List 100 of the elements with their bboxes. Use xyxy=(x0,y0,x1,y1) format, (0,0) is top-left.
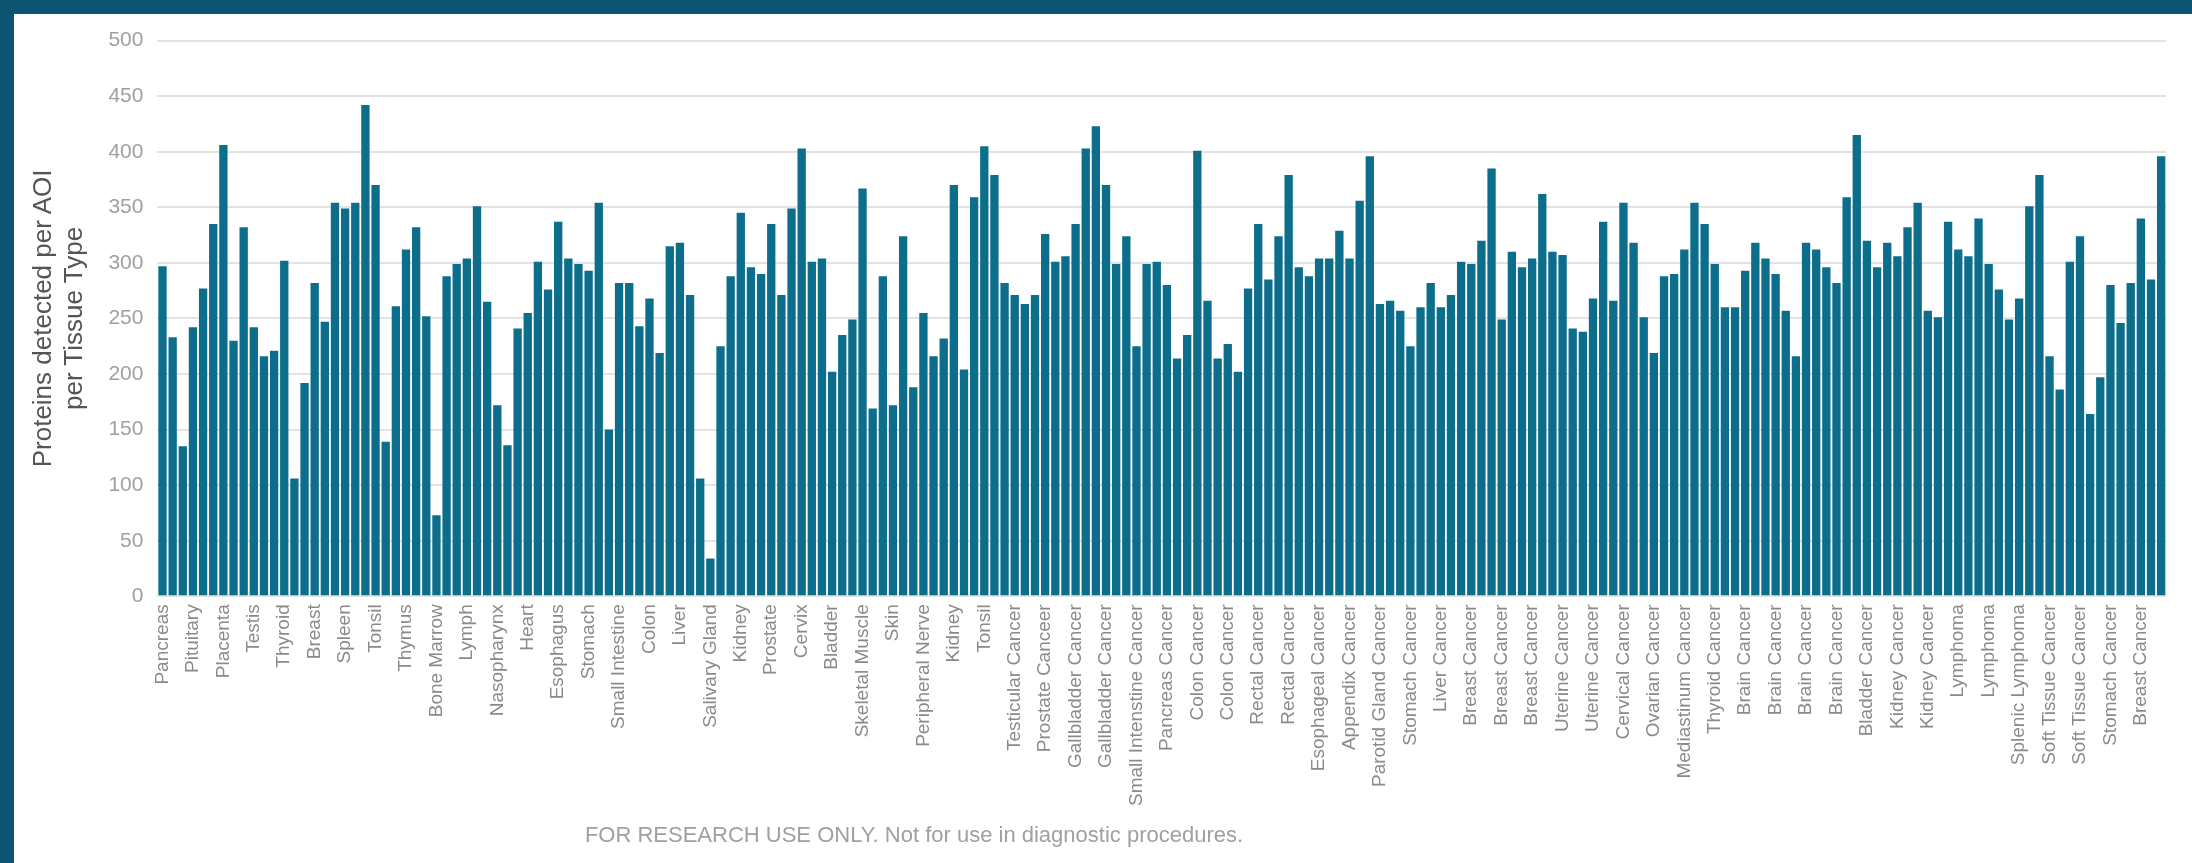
bar xyxy=(2004,319,2014,596)
bar xyxy=(239,227,248,596)
y-tick-label: 500 xyxy=(108,27,144,51)
x-tick-label: Small Intestine xyxy=(607,604,629,729)
x-tick-label: Splenic Lymphoma xyxy=(2007,603,2029,766)
x-tick-label: Soft Tissue Cancer xyxy=(2068,603,2090,765)
bar xyxy=(1314,258,1324,596)
bar xyxy=(462,258,472,596)
bar xyxy=(1122,236,1131,596)
bar xyxy=(1446,295,1456,596)
bar xyxy=(1355,200,1364,596)
bar xyxy=(178,446,187,596)
bar xyxy=(330,202,340,596)
bar xyxy=(878,276,887,596)
x-tick-label: Stomach xyxy=(576,604,598,680)
x-tick-label: Colon xyxy=(637,604,659,654)
bar xyxy=(1568,328,1577,596)
x-tick-label: Liver xyxy=(668,603,690,646)
bar xyxy=(280,260,289,596)
x-tick-label: Skin xyxy=(881,604,903,642)
bar xyxy=(2065,261,2074,596)
bar xyxy=(675,242,685,596)
bar xyxy=(1751,242,1760,596)
bar xyxy=(1233,371,1243,596)
bar xyxy=(1112,263,1121,596)
x-tick-label: Lymph xyxy=(455,604,477,661)
bar xyxy=(2156,156,2166,596)
bar xyxy=(1436,307,1445,596)
y-tick-label: 200 xyxy=(108,360,144,384)
bar xyxy=(939,338,948,596)
x-tick-label: Breast xyxy=(302,603,324,660)
bar xyxy=(1051,261,1060,596)
x-tick-label: Soft Tissue Cancer xyxy=(2037,603,2059,765)
bar xyxy=(1781,310,1790,596)
x-tick-label: Lymphoma xyxy=(1976,603,1998,698)
bar xyxy=(1101,185,1111,596)
bar xyxy=(554,221,563,596)
x-tick-label: Mediastinum Cancer xyxy=(1672,603,1694,779)
bar xyxy=(838,335,847,596)
bar xyxy=(2025,206,2034,596)
bar xyxy=(1152,261,1161,596)
bar xyxy=(1193,150,1202,596)
x-tick-label: Cervical Cancer xyxy=(1611,603,1633,740)
bar xyxy=(1497,319,1506,596)
y-tick-label: 300 xyxy=(108,249,144,273)
bar xyxy=(1365,156,1374,596)
bar xyxy=(898,236,908,596)
bar xyxy=(736,212,745,596)
bar xyxy=(523,312,532,596)
x-tick-label: Prostate Canceer xyxy=(1033,603,1055,753)
x-tick-label: Salivary Gland xyxy=(698,604,720,728)
bar xyxy=(249,327,258,596)
bar xyxy=(1639,317,1648,596)
bar xyxy=(1670,273,1679,596)
x-tick-label: Lymphoma xyxy=(1946,603,1968,698)
bar xyxy=(767,223,776,596)
bar xyxy=(2055,389,2064,596)
x-tick-label: Brain Cancer xyxy=(1733,603,1755,716)
bar xyxy=(1183,335,1192,596)
bar xyxy=(1091,126,1101,596)
bar xyxy=(969,197,979,596)
bar xyxy=(543,289,553,596)
x-tick-label: Pituitary xyxy=(181,603,203,673)
x-tick-label: Colon Cancer xyxy=(1185,603,1207,721)
x-tick-label: Gallbladder Cancer xyxy=(1063,603,1085,768)
bar xyxy=(1872,267,1882,596)
bar xyxy=(1254,223,1263,596)
bar xyxy=(381,441,390,596)
bar xyxy=(1030,295,1040,596)
bar xyxy=(2014,298,2024,596)
bar xyxy=(209,223,218,596)
x-tick-label: Spleen xyxy=(333,604,355,664)
bar xyxy=(1913,202,1922,596)
bar xyxy=(1396,310,1405,596)
x-tick-label: Kidney Cancer xyxy=(1916,603,1938,729)
x-tick-label: Rectal Cancer xyxy=(1246,603,1268,725)
x-tick-label: Breast Cancer xyxy=(1489,603,1511,726)
x-tick-label: Brain Cancer xyxy=(1824,603,1846,716)
bar xyxy=(1243,288,1253,596)
x-tick-label: Bladder Cancer xyxy=(1855,603,1877,737)
y-tick-label: 450 xyxy=(108,82,144,106)
y-tick-label: 150 xyxy=(108,416,144,440)
bar xyxy=(1588,298,1598,596)
bar xyxy=(483,301,492,596)
x-tick-label: Testis xyxy=(242,604,264,653)
bar xyxy=(1598,221,1608,596)
x-tick-label: Esophageal Cancer xyxy=(1307,603,1329,772)
x-tick-label: Thymus xyxy=(394,604,416,672)
bar xyxy=(188,327,198,596)
bar xyxy=(411,227,421,596)
bar xyxy=(959,369,969,596)
x-tick-label: Small Intenstine Cancer xyxy=(1124,603,1146,807)
bar xyxy=(1659,276,1669,596)
x-tick-label: Uterine Cancer xyxy=(1550,603,1572,733)
y-tick-label: 350 xyxy=(108,194,144,218)
bar xyxy=(827,371,837,596)
bar xyxy=(2075,236,2085,596)
bar xyxy=(1223,344,1232,596)
x-tick-label: Breast Cancer xyxy=(1520,603,1542,726)
bar xyxy=(949,185,959,596)
